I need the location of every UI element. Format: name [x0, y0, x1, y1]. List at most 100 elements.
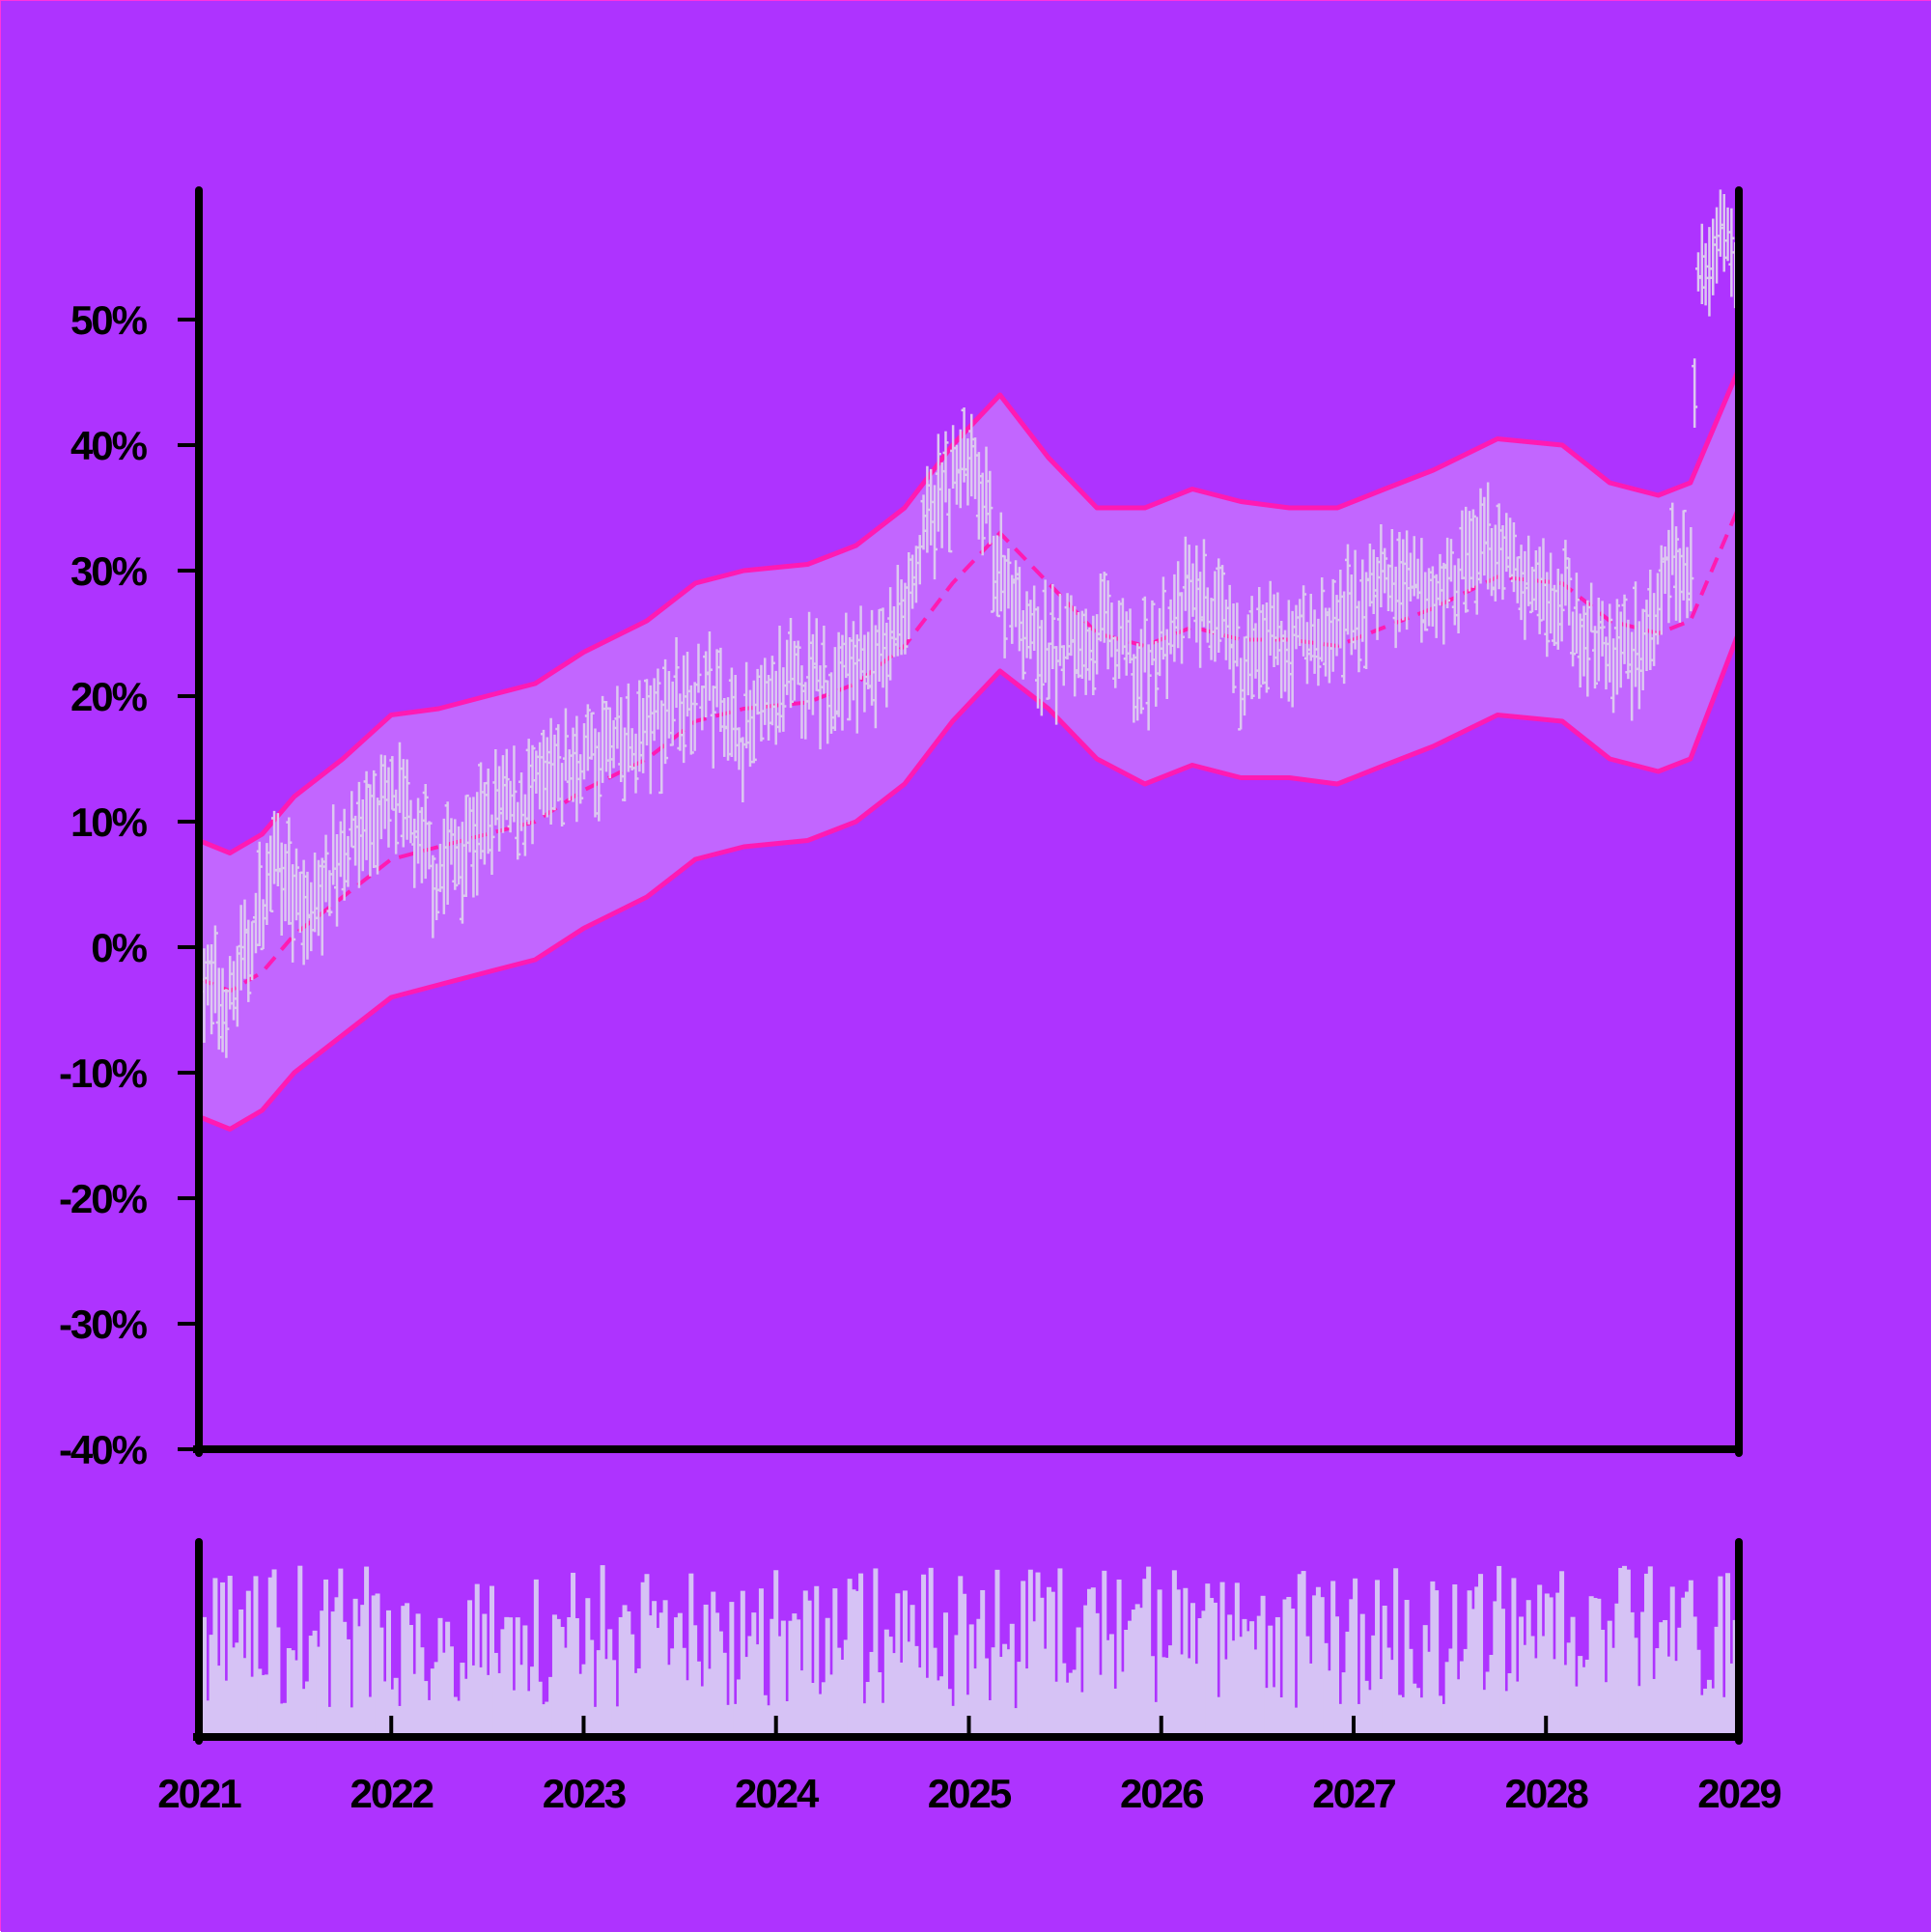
volume-bar — [231, 1647, 237, 1737]
price-bar — [1643, 600, 1650, 672]
volume-bar — [1559, 1571, 1565, 1737]
volume-bar — [304, 1681, 310, 1737]
price-bar — [847, 637, 854, 721]
volume-bar — [1685, 1591, 1691, 1737]
volume-bar — [563, 1647, 569, 1737]
price-bar — [910, 554, 916, 609]
price-bar — [610, 719, 617, 769]
price-bar — [434, 863, 440, 921]
price-bar — [308, 882, 315, 952]
volume-bar — [1304, 1636, 1310, 1737]
price-bar — [1282, 630, 1289, 692]
price-bar — [1348, 574, 1355, 656]
price-bar — [241, 899, 248, 979]
volume-bar — [942, 1612, 948, 1737]
volume-bar — [869, 1651, 875, 1737]
x-tick-label: 2023 — [543, 1771, 626, 1816]
volume-bar — [205, 1700, 210, 1737]
price-bar — [1584, 600, 1591, 697]
price-bar — [1433, 574, 1440, 638]
price-bar — [537, 742, 544, 810]
price-bar — [898, 579, 905, 656]
price-bar — [256, 841, 263, 946]
price-bar — [1437, 553, 1443, 606]
volume-bar — [622, 1605, 628, 1737]
price-bar — [1222, 599, 1229, 660]
price-bar — [669, 681, 676, 746]
price-bar — [1027, 600, 1034, 659]
price-bar — [1219, 565, 1226, 638]
volume-bar — [223, 1680, 229, 1737]
price-bar — [1341, 591, 1348, 685]
price-bar — [1086, 627, 1093, 681]
volume-bar — [928, 1567, 934, 1737]
price-bar — [1333, 595, 1340, 657]
price-bar — [1307, 593, 1314, 661]
price-bar — [965, 438, 971, 506]
price-bar — [972, 437, 979, 499]
price-bar — [1134, 643, 1141, 721]
price-bar — [470, 797, 477, 898]
volume-bar — [349, 1707, 354, 1737]
volume-bar — [1065, 1682, 1071, 1737]
price-bar — [566, 749, 573, 801]
y-tick-label: -10% — [59, 1050, 148, 1096]
volume-bar — [1533, 1658, 1539, 1737]
volume-bar — [1146, 1566, 1152, 1737]
price-bar — [1463, 506, 1469, 613]
price-bar — [1633, 581, 1639, 687]
volume-bar — [1264, 1688, 1270, 1737]
volume-bar — [1035, 1572, 1041, 1737]
volume-bar — [1367, 1690, 1373, 1737]
price-bar — [507, 780, 514, 833]
volume-bar — [1308, 1663, 1314, 1737]
price-bar — [1263, 602, 1270, 693]
price-bar — [209, 943, 215, 1035]
volume-bar — [755, 1644, 761, 1737]
price-bar — [825, 680, 831, 744]
volume-bar — [798, 1670, 804, 1737]
volume-bar — [1474, 1586, 1480, 1737]
volume-bar — [743, 1657, 749, 1737]
volume-bar — [1223, 1659, 1229, 1737]
price-bar — [1710, 218, 1717, 295]
price-bar — [1157, 607, 1163, 677]
volume-bar — [1134, 1604, 1140, 1737]
price-bar — [754, 668, 761, 715]
volume-bar — [1529, 1636, 1535, 1737]
volume-bar — [1334, 1616, 1340, 1737]
price-bar — [227, 956, 234, 1010]
volume-bar — [984, 1658, 990, 1737]
price-bar — [1293, 604, 1300, 650]
volume-bar — [1456, 1679, 1462, 1737]
volume-bar — [581, 1664, 587, 1737]
volume-bar — [297, 1565, 303, 1737]
volume-bar — [1268, 1625, 1273, 1737]
volume-bar — [740, 1590, 745, 1737]
volume-bar — [1157, 1589, 1162, 1737]
price-bar — [452, 819, 459, 890]
volume-bar — [567, 1616, 573, 1737]
price-bar — [278, 842, 285, 936]
volume-bar — [1699, 1694, 1705, 1737]
volume-bar — [832, 1588, 838, 1737]
volume-bar — [1497, 1565, 1502, 1737]
price-bar — [1105, 580, 1111, 670]
volume-bar — [1640, 1611, 1646, 1737]
price-bar — [1274, 592, 1281, 665]
price-bar — [890, 605, 897, 658]
volume-bar — [670, 1648, 676, 1737]
volume-bar — [1323, 1642, 1329, 1737]
volume-bar — [633, 1672, 639, 1737]
volume-bar — [308, 1636, 314, 1737]
volume-bar — [1017, 1662, 1022, 1737]
volume-bar — [504, 1616, 510, 1737]
price-bar — [861, 634, 868, 713]
volume-bar — [352, 1598, 358, 1737]
price-bar — [1160, 576, 1166, 660]
price-bar — [1573, 573, 1580, 654]
price-bars — [197, 189, 1739, 1058]
volume-bar — [1643, 1573, 1649, 1737]
price-bar — [1378, 523, 1385, 607]
price-bar — [540, 729, 546, 816]
